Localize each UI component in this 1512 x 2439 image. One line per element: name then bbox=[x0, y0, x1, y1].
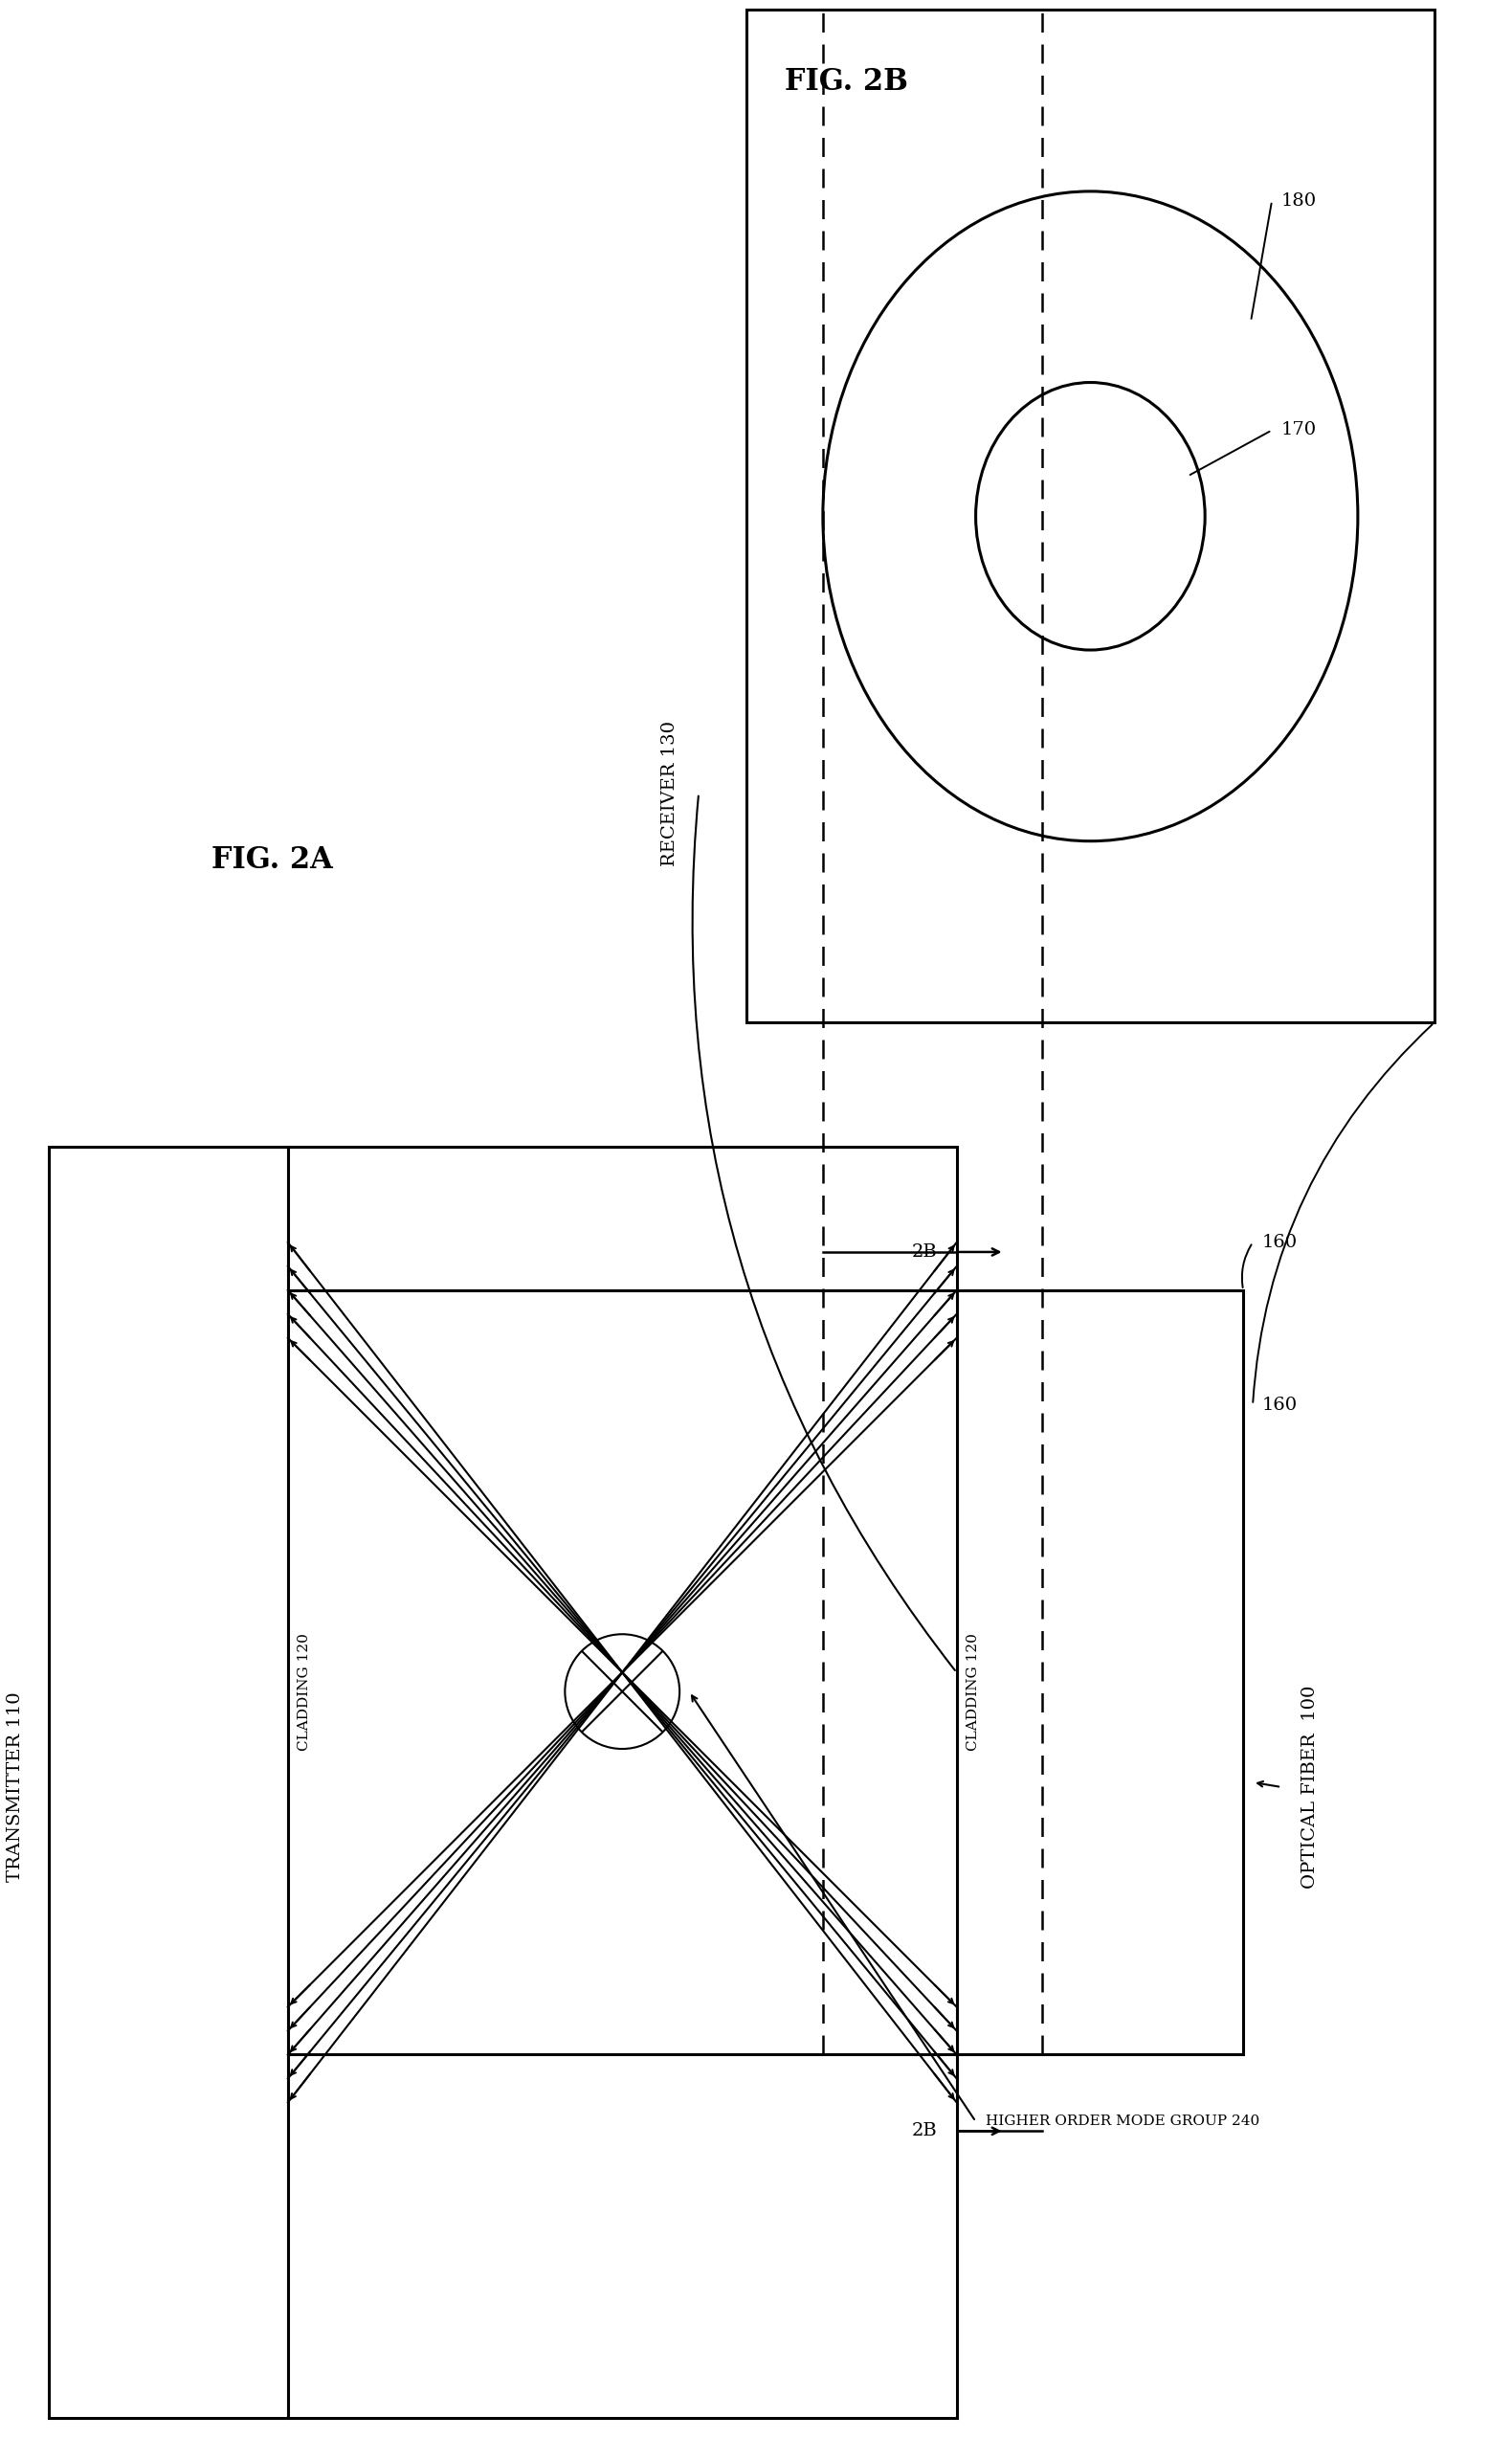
Text: FIG. 2B: FIG. 2B bbox=[785, 68, 909, 98]
Text: TRANSMITTER 110: TRANSMITTER 110 bbox=[8, 1693, 24, 1883]
Bar bbox=[287, 1146, 957, 2417]
Bar bbox=[48, 1146, 287, 2417]
Text: 170: 170 bbox=[1281, 422, 1317, 439]
Text: OPTICAL FIBER  100: OPTICAL FIBER 100 bbox=[1302, 1685, 1318, 1888]
Text: 2B: 2B bbox=[912, 2122, 937, 2139]
Text: 2B: 2B bbox=[912, 1244, 937, 1261]
Text: CLADDING 120: CLADDING 120 bbox=[966, 1632, 980, 1751]
Text: 160: 160 bbox=[1263, 1395, 1297, 1415]
Text: 160: 160 bbox=[1263, 1234, 1297, 1251]
Text: FIG. 2A: FIG. 2A bbox=[212, 846, 333, 876]
Text: 180: 180 bbox=[1281, 193, 1317, 210]
Text: CLADDING 120: CLADDING 120 bbox=[298, 1632, 311, 1751]
Text: RECEIVER 130: RECEIVER 130 bbox=[661, 720, 679, 866]
Text: HIGHER ORDER MODE GROUP 240: HIGHER ORDER MODE GROUP 240 bbox=[986, 2115, 1259, 2129]
Bar bbox=[747, 10, 1435, 1022]
Bar bbox=[957, 1290, 1243, 2054]
